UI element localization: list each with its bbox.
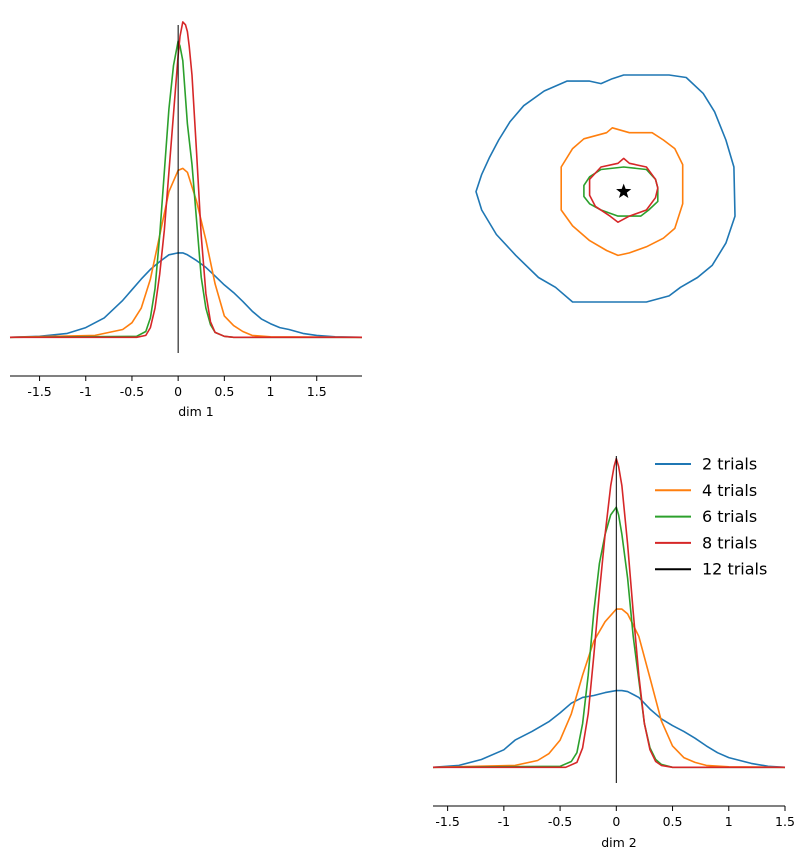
dim1-series-group <box>9 21 363 339</box>
panel-dim1-marginal: -1.5 -1 -0.5 0 0.5 1 1.5 dim 1 <box>9 21 363 419</box>
legend-label: 4 trials <box>702 481 757 500</box>
legend-label: 2 trials <box>702 455 757 474</box>
dim2-x-tick-label: 1.5 <box>775 814 795 829</box>
dim2-x-tick-label: -0.5 <box>548 814 572 829</box>
panel-dim2-marginal: -1.5 -1 -0.5 0 0.5 1 1.5 dim 2 <box>432 456 795 850</box>
panel-joint-contour <box>475 74 736 303</box>
dim2-x-tick-label: -1.5 <box>435 814 459 829</box>
legend-item: 12 trials <box>655 560 767 579</box>
dim2-x-tick-label: 0.5 <box>663 814 683 829</box>
dim1-x-tick-label: 0 <box>174 384 182 399</box>
dim2-x-axis-label: dim 2 <box>601 835 637 850</box>
dim1-x-tick-label: -0.5 <box>120 384 144 399</box>
dim1-curve-8-trials <box>10 21 362 339</box>
dim2-curve-6-trials <box>432 506 785 769</box>
dim1-curve-2-trials <box>9 252 363 339</box>
legend-label: 8 trials <box>702 533 757 552</box>
dim1-x-tick-label: 1.5 <box>307 384 327 399</box>
true-parameter-star-marker <box>616 183 632 199</box>
dim1-curve-6-trials <box>9 40 362 339</box>
dim1-x-axis-label: dim 1 <box>178 404 214 419</box>
dim1-x-tick-label: -1.5 <box>27 384 51 399</box>
contour-6-trials <box>583 166 659 217</box>
dim2-series-group <box>432 457 786 769</box>
contour-2-trials <box>475 74 736 303</box>
contour-4-trials <box>560 127 684 257</box>
dim1-x-tick-label: 0.5 <box>214 384 234 399</box>
dim2-curve-8-trials <box>433 457 785 769</box>
legend: 2 trials 4 trials 6 trials 8 trials 12 trial… <box>655 455 767 579</box>
legend-item: 8 trials <box>655 533 757 552</box>
dim1-x-tick-label: 1 <box>267 384 275 399</box>
dim2-curve-2-trials <box>432 689 786 769</box>
legend-item: 2 trials <box>655 455 757 474</box>
legend-label: 12 trials <box>702 560 767 579</box>
dim1-x-ticks: -1.5 -1 -0.5 0 0.5 1 1.5 <box>27 376 327 399</box>
legend-item: 4 trials <box>655 481 757 500</box>
dim1-curve-4-trials <box>9 167 363 339</box>
dim2-curve-4-trials <box>432 608 786 769</box>
legend-label: 6 trials <box>702 507 757 526</box>
dim2-x-tick-label: 1 <box>725 814 733 829</box>
legend-item: 6 trials <box>655 507 757 526</box>
dim2-x-tick-label: -1 <box>498 814 510 829</box>
dim2-x-tick-label: 0 <box>612 814 620 829</box>
contour-group <box>475 74 736 303</box>
dim1-x-tick-label: -1 <box>80 384 92 399</box>
contour-8-trials <box>588 157 659 223</box>
dim2-x-ticks: -1.5 -1 -0.5 0 0.5 1 1.5 <box>435 806 795 829</box>
